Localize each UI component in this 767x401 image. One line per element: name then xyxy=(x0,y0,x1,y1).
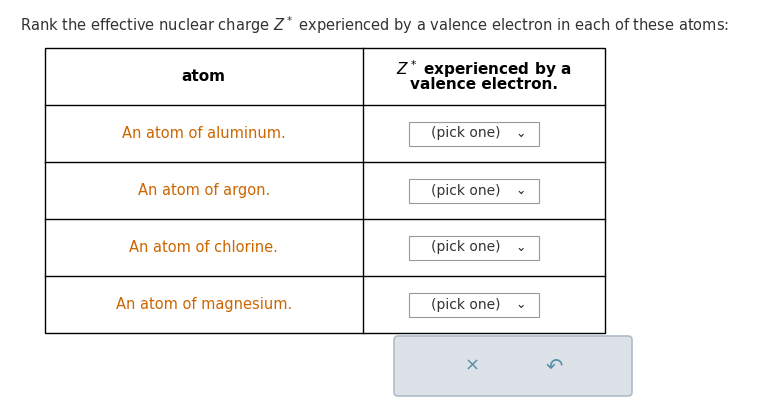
Text: ⌄: ⌄ xyxy=(515,127,526,140)
Bar xyxy=(409,178,538,203)
Bar xyxy=(409,122,538,146)
Text: An atom of argon.: An atom of argon. xyxy=(137,183,270,198)
Text: (pick one): (pick one) xyxy=(431,241,501,255)
Text: Rank the effective nuclear charge $Z^*$ experienced by a valence electron in eac: Rank the effective nuclear charge $Z^*$ … xyxy=(20,14,729,36)
Text: ⌄: ⌄ xyxy=(515,298,526,311)
FancyBboxPatch shape xyxy=(394,336,632,396)
Text: (pick one): (pick one) xyxy=(431,298,501,312)
Text: atom: atom xyxy=(182,69,225,84)
Bar xyxy=(409,235,538,259)
Text: valence electron.: valence electron. xyxy=(410,77,558,92)
Text: ⌄: ⌄ xyxy=(515,241,526,254)
Text: An atom of aluminum.: An atom of aluminum. xyxy=(122,126,285,141)
Text: (pick one): (pick one) xyxy=(431,184,501,198)
Text: An atom of chlorine.: An atom of chlorine. xyxy=(130,240,278,255)
Text: An atom of magnesium.: An atom of magnesium. xyxy=(116,297,292,312)
Text: $Z^*$ experienced by a: $Z^*$ experienced by a xyxy=(396,59,571,80)
Bar xyxy=(45,48,605,333)
Text: (pick one): (pick one) xyxy=(431,126,501,140)
Bar xyxy=(409,292,538,316)
Text: ⌄: ⌄ xyxy=(515,184,526,197)
Text: ×: × xyxy=(464,357,479,375)
Text: ↶: ↶ xyxy=(545,356,563,376)
